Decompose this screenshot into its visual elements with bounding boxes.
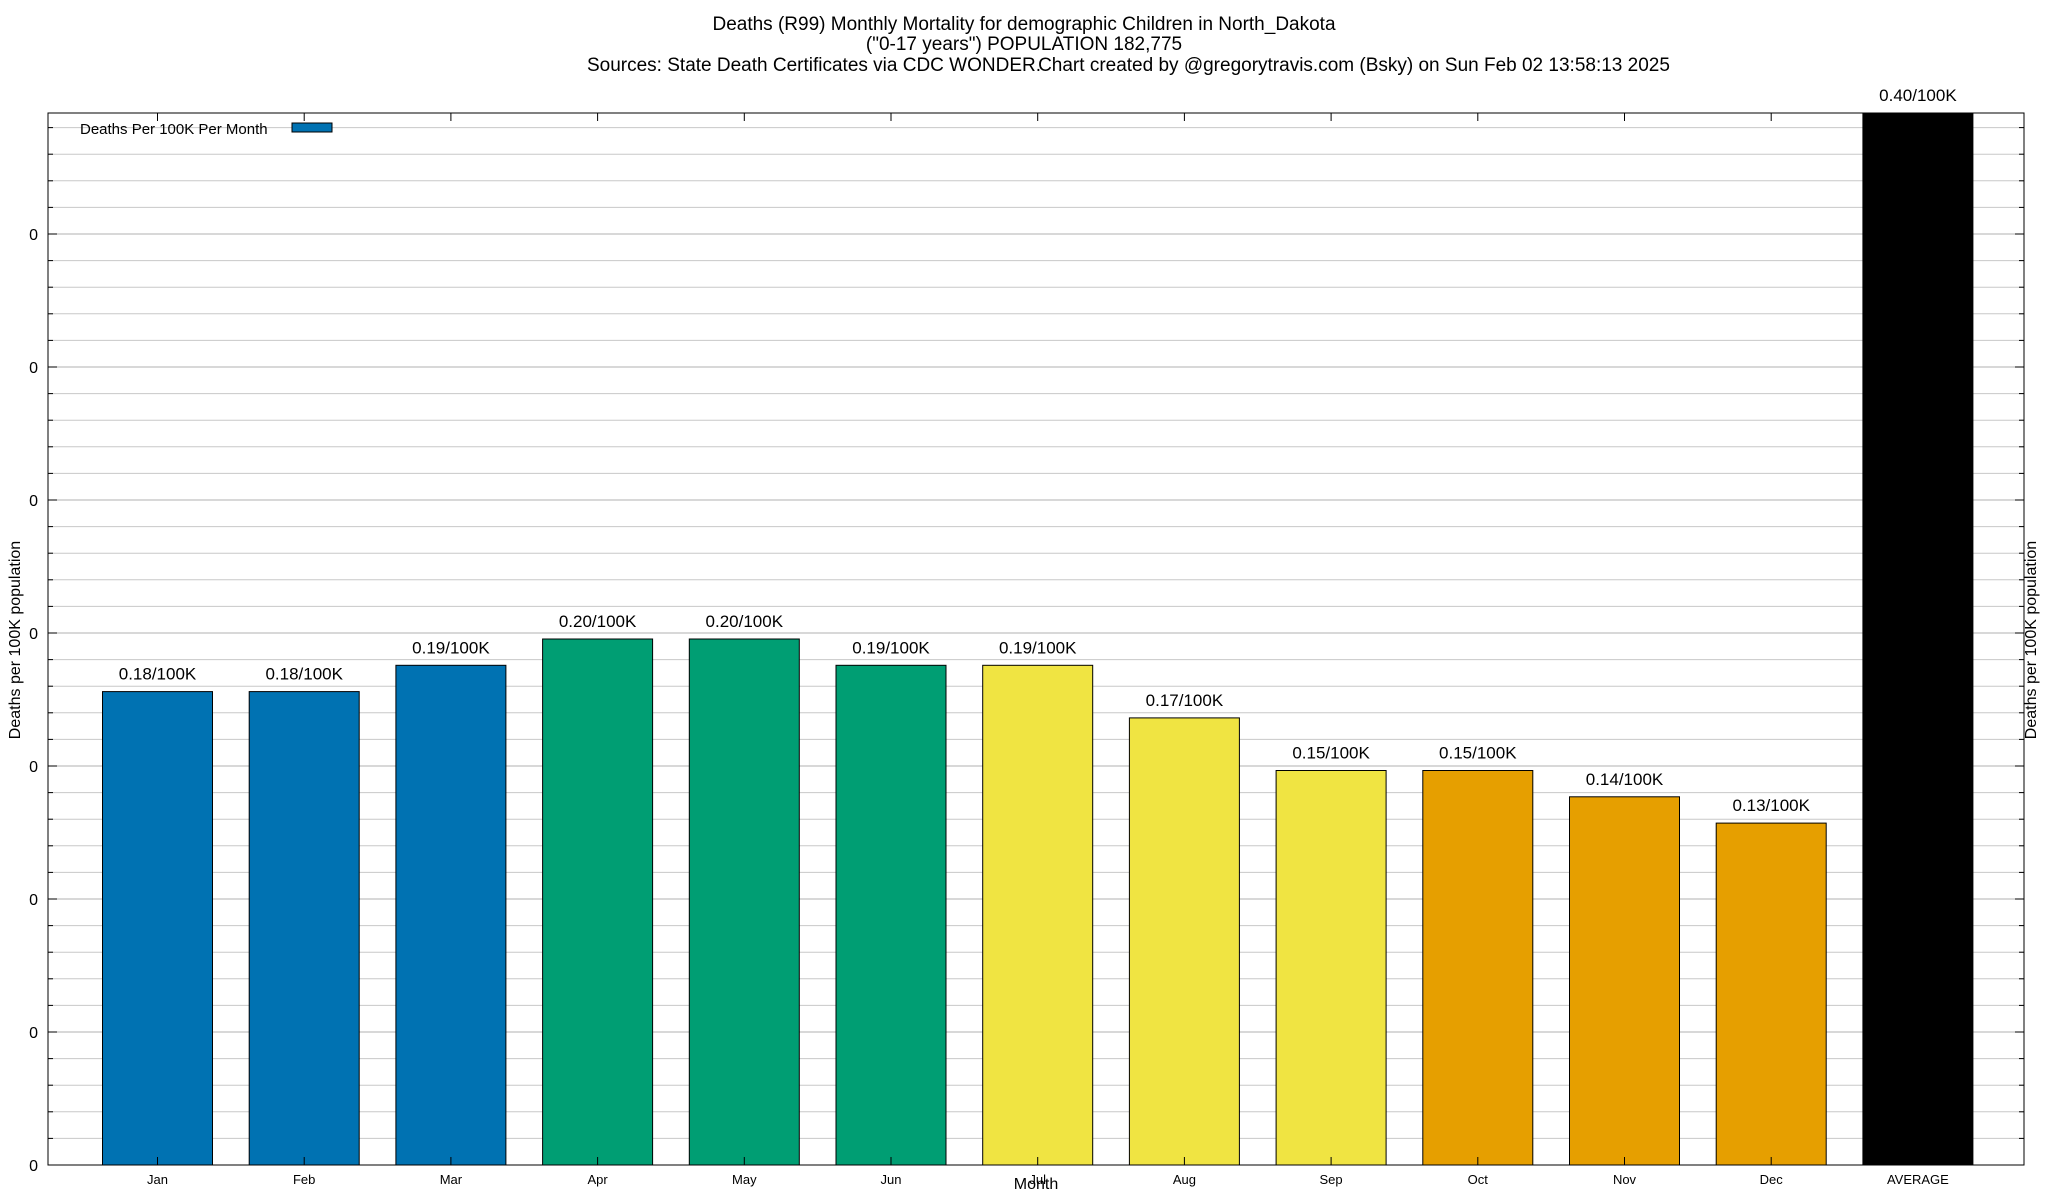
- x-tick-label: AVERAGE: [1887, 1172, 1949, 1187]
- legend-swatch: [291, 122, 333, 133]
- data-label: 0.19/100K: [412, 638, 490, 657]
- plot-frame: [47, 112, 2025, 1166]
- bar-average: [1862, 112, 1974, 1166]
- data-label: 0.20/100K: [706, 612, 784, 631]
- y-tick-label: 0: [29, 227, 38, 244]
- data-label: 0.18/100K: [265, 665, 343, 684]
- data-label: 0.40/100K: [1879, 86, 1957, 105]
- y-axis-label: Deaths per 100K population: [7, 540, 24, 740]
- y-tick-label: 0: [29, 626, 38, 643]
- x-tick-label: Apr: [587, 1172, 608, 1187]
- bar-sep: [1275, 770, 1387, 1166]
- bar-nov: [1569, 796, 1680, 1166]
- legend-label: Deaths Per 100K Per Month: [80, 121, 268, 138]
- y-axis-label-right: Deaths per 100K population: [2023, 540, 2040, 740]
- chart-sources: Sources: State Death Certificates via CD…: [586, 55, 1042, 76]
- y-tick-label: 0: [29, 892, 38, 909]
- chart-credit: Chart created by @gregorytravis.com (Bsk…: [1038, 55, 1670, 76]
- x-tick-label: Sep: [1320, 1172, 1343, 1187]
- x-axis-label: Month: [1013, 1176, 1059, 1193]
- data-label: 0.15/100K: [1292, 744, 1370, 763]
- bars: 0.18/100K 0.18/100K 0.19/100K 0.20/100K 0.20…: [102, 86, 1974, 1166]
- y-tick-label: 0: [29, 1025, 38, 1042]
- data-label: 0.19/100K: [999, 638, 1077, 657]
- bar-oct: [1422, 770, 1534, 1166]
- axis-ticks: 0 0 0 0 0 0 0 0 Jan Feb Mar Apr May Jun Jul Aug Sep Oct No…: [29, 113, 2024, 1187]
- x-tick-label: Nov: [1613, 1172, 1637, 1187]
- data-label: 0.14/100K: [1586, 770, 1664, 789]
- chart-title: Deaths (R99) Monthly Mortality for demog…: [712, 14, 1336, 35]
- bar-dec: [1715, 822, 1827, 1166]
- x-tick-label: Jul: [1029, 1172, 1046, 1187]
- y-tick-label: 0: [29, 759, 38, 776]
- bar-feb: [248, 691, 360, 1166]
- x-tick-label: Dec: [1760, 1172, 1784, 1187]
- x-tick-label: Feb: [293, 1172, 315, 1187]
- data-label: 0.20/100K: [559, 612, 637, 631]
- bar-mar: [395, 664, 507, 1166]
- y-tick-label: 0: [29, 360, 38, 377]
- data-label: 0.17/100K: [1146, 691, 1224, 710]
- bar-jul: [982, 664, 1094, 1166]
- data-label: 0.13/100K: [1732, 796, 1810, 815]
- x-tick-label: Mar: [440, 1172, 463, 1187]
- bar-may: [688, 638, 800, 1166]
- y-tick-label: 0: [29, 493, 38, 510]
- x-tick-label: Aug: [1173, 1172, 1196, 1187]
- data-label: 0.15/100K: [1439, 744, 1517, 763]
- bar-jan: [102, 691, 213, 1166]
- legend: Deaths Per 100K Per Month: [80, 121, 333, 138]
- bar-aug: [1128, 717, 1240, 1166]
- x-tick-label: Oct: [1468, 1172, 1489, 1187]
- data-label: 0.18/100K: [119, 665, 197, 684]
- bar-jun: [835, 664, 947, 1166]
- x-tick-label: Jan: [147, 1172, 168, 1187]
- data-label: 0.19/100K: [852, 638, 930, 657]
- bar-apr: [542, 638, 654, 1166]
- x-tick-label: Jun: [881, 1172, 902, 1187]
- chart-subtitle: ("0-17 years") POPULATION 182,775: [865, 34, 1183, 55]
- x-tick-label: May: [732, 1172, 757, 1187]
- y-tick-label: 0: [29, 1158, 38, 1175]
